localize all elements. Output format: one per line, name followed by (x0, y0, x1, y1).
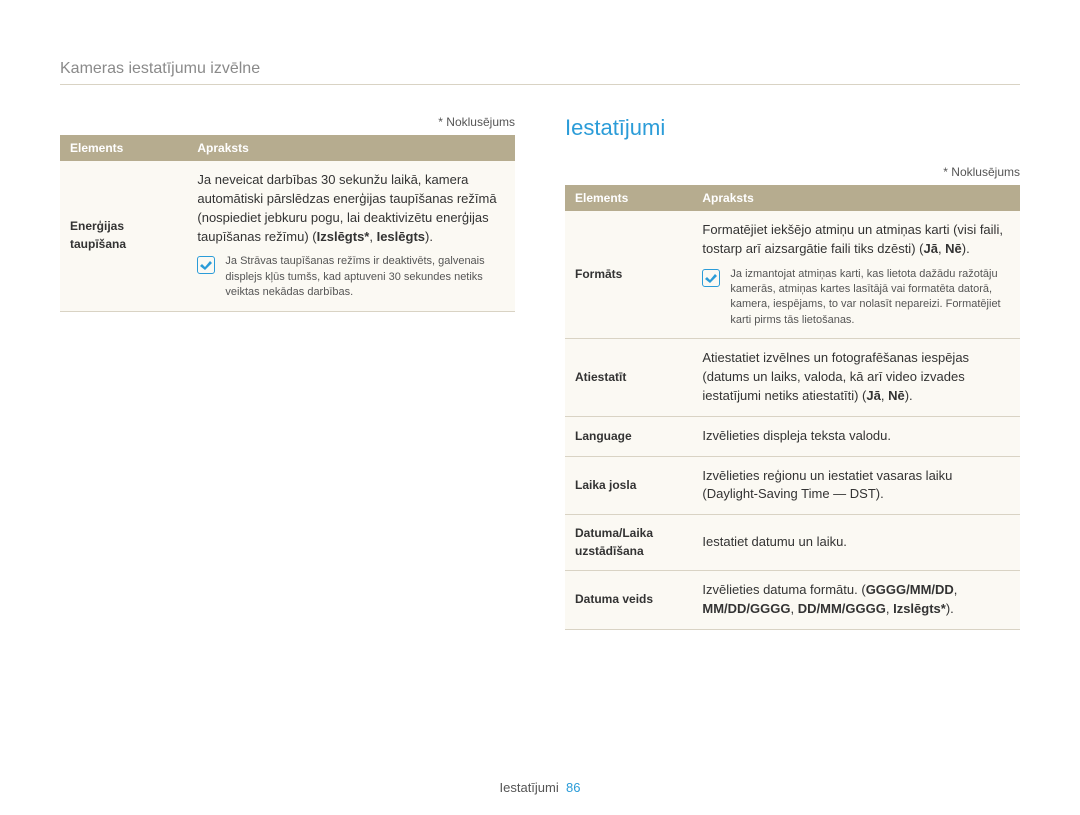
row-label-format: Formāts (565, 211, 692, 339)
note-text: Ja izmantojat atmiņas karti, kas lietota… (730, 267, 1010, 329)
row-label-power-save: Enerģijas taupīšana (60, 161, 187, 311)
row-desc-language: Izvēlieties displeja teksta valodu. (692, 416, 1020, 456)
section-title: Iestatījumi (565, 115, 1020, 141)
table-row: Datuma/Laika uzstādīšana Iestatiet datum… (565, 515, 1020, 571)
table-header-description: Apraksts (187, 135, 515, 161)
row-label-language: Language (565, 416, 692, 456)
page-content: Kameras iestatījumu izvēlne * Noklusējum… (0, 0, 1080, 630)
default-note-right: * Noklusējums (565, 165, 1020, 179)
table-row: Laika josla Izvēlieties reģionu un iesta… (565, 456, 1020, 515)
breadcrumb: Kameras iestatījumu izvēlne (60, 60, 1020, 78)
right-column: Iestatījumi * Noklusējums Elements Aprak… (565, 115, 1020, 630)
note-box: Ja Strāvas taupīšanas režīms ir deaktivē… (197, 254, 505, 300)
row-desc-format: Formatējiet iekšējo atmiņu un atmiņas ka… (692, 211, 1020, 339)
table-header-elements: Elements (60, 135, 187, 161)
settings-table-left: Elements Apraksts Enerģijas taupīšana Ja… (60, 135, 515, 312)
row-desc-dateformat: Izvēlieties datuma formātu. (GGGG/MM/DD,… (692, 571, 1020, 630)
footer: Iestatījumi 86 (0, 780, 1080, 795)
footer-label: Iestatījumi (500, 780, 559, 795)
table-row: Enerģijas taupīšana Ja neveicat darbības… (60, 161, 515, 311)
table-header-description: Apraksts (692, 185, 1020, 211)
row-desc-datetime: Iestatiet datumu un laiku. (692, 515, 1020, 571)
row-label-dateformat: Datuma veids (565, 571, 692, 630)
row-desc-power-save: Ja neveicat darbības 30 sekunžu laikā, k… (187, 161, 515, 311)
table-row: Language Izvēlieties displeja teksta val… (565, 416, 1020, 456)
note-icon (702, 269, 720, 287)
row-desc-timezone: Izvēlieties reģionu un iestatiet vasaras… (692, 456, 1020, 515)
row-label-timezone: Laika josla (565, 456, 692, 515)
two-column-layout: * Noklusējums Elements Apraksts Enerģija… (60, 115, 1020, 630)
table-row: Datuma veids Izvēlieties datuma formātu.… (565, 571, 1020, 630)
default-note-left: * Noklusējums (60, 115, 515, 129)
row-label-reset: Atiestatīt (565, 339, 692, 417)
divider (60, 84, 1020, 85)
row-desc-reset: Atiestatiet izvēlnes un fotografēšanas i… (692, 339, 1020, 417)
row-label-datetime: Datuma/Laika uzstādīšana (565, 515, 692, 571)
table-row: Atiestatīt Atiestatiet izvēlnes un fotog… (565, 339, 1020, 417)
note-text: Ja Strāvas taupīšanas režīms ir deaktivē… (225, 254, 505, 300)
table-row: Formāts Formatējiet iekšējo atmiņu un at… (565, 211, 1020, 339)
note-box: Ja izmantojat atmiņas karti, kas lietota… (702, 267, 1010, 329)
left-column: * Noklusējums Elements Apraksts Enerģija… (60, 115, 515, 630)
note-icon (197, 256, 215, 274)
footer-page-number: 86 (566, 780, 580, 795)
table-header-elements: Elements (565, 185, 692, 211)
settings-table-right: Elements Apraksts Formāts Formatējiet ie… (565, 185, 1020, 630)
